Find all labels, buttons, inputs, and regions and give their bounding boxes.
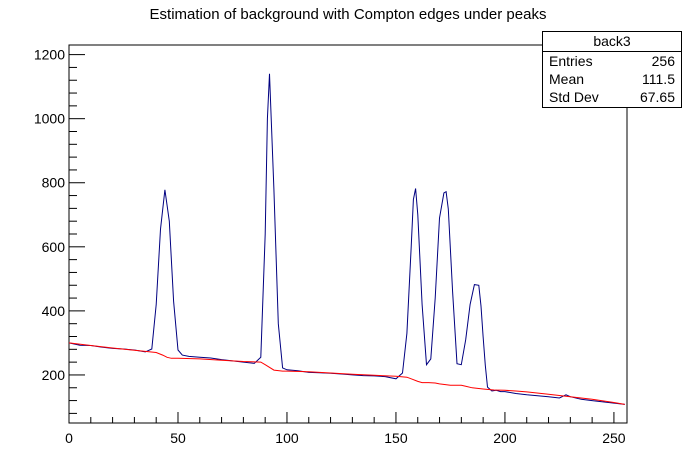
y-tick-label: 1000	[34, 111, 65, 127]
y-tick-label: 200	[42, 367, 66, 383]
x-tick-label: 200	[493, 430, 517, 446]
stats-value: 67.65	[639, 89, 675, 105]
x-tick-label: 0	[65, 430, 73, 446]
x-tick-label: 150	[384, 430, 408, 446]
series-lines	[68, 73, 625, 405]
chart-title: Estimation of background with Compton ed…	[149, 6, 547, 23]
spectrum-line	[68, 73, 625, 405]
tick-labels: 0 50 100 150 200 250 200 400 600 800 1000 1200	[34, 47, 626, 446]
stats-row-mean: Mean 111.5	[543, 70, 681, 88]
stats-value: 256	[651, 53, 675, 69]
stats-label: Mean	[549, 71, 585, 87]
stats-label: Entries	[549, 53, 593, 69]
stats-row-entries: Entries 256	[543, 52, 681, 70]
background-line	[68, 342, 625, 405]
stats-row-stddev: Std Dev 67.65	[543, 88, 681, 106]
y-tick-label: 400	[42, 303, 66, 319]
y-tick-label: 600	[42, 239, 66, 255]
stats-value: 111.5	[642, 71, 675, 87]
axis-ticks	[68, 54, 615, 423]
x-tick-label: 50	[170, 430, 186, 446]
x-tick-label: 100	[275, 430, 299, 446]
stats-box: back3 Entries 256 Mean 111.5 Std Dev 67.…	[542, 31, 682, 108]
y-tick-label: 1200	[34, 47, 65, 63]
x-tick-label: 250	[602, 430, 626, 446]
stats-label: Std Dev	[549, 89, 599, 105]
stats-title: back3	[543, 32, 681, 52]
y-tick-label: 800	[42, 175, 66, 191]
